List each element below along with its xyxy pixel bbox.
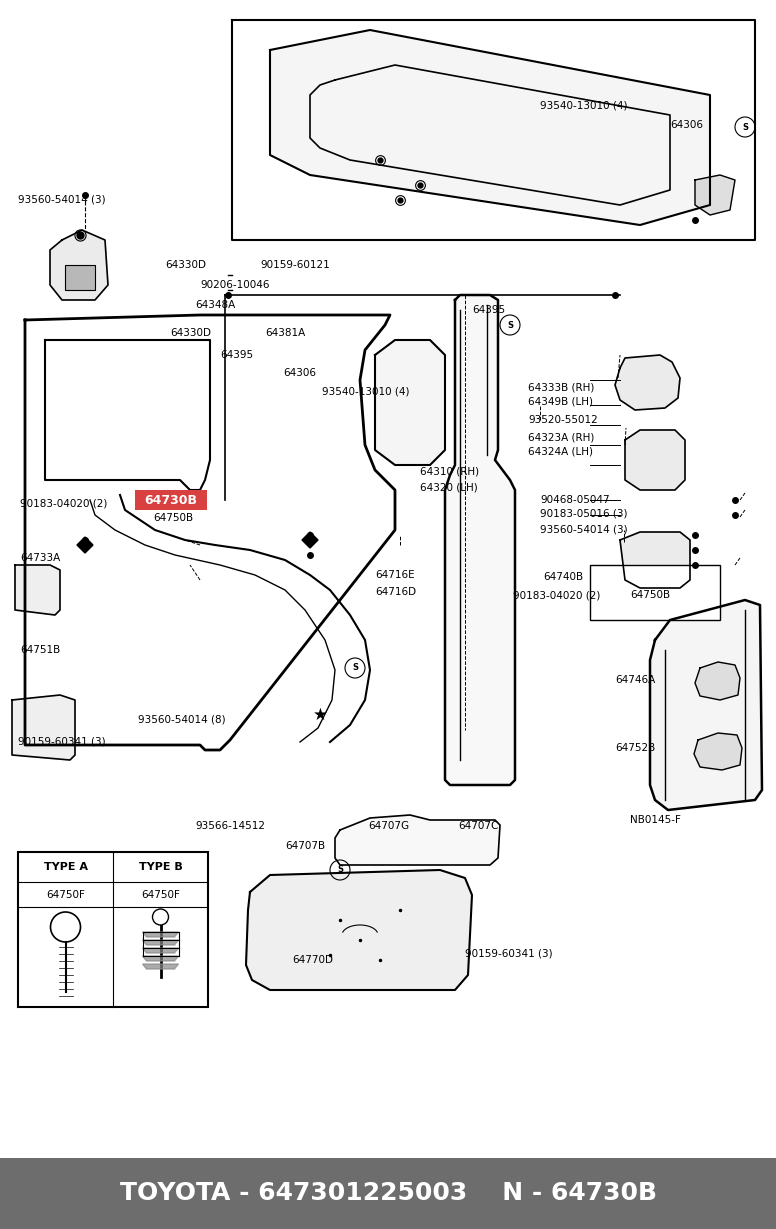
Text: 64330D: 64330D (165, 261, 206, 270)
Text: TYPE A: TYPE A (43, 862, 88, 873)
Text: 64395: 64395 (472, 305, 505, 315)
Bar (135, 490, 207, 510)
Polygon shape (50, 230, 108, 300)
Text: 64752B: 64752B (615, 744, 655, 753)
Polygon shape (246, 870, 472, 991)
Circle shape (153, 909, 168, 925)
Text: 64323A (RH): 64323A (RH) (528, 433, 594, 442)
Text: 64730B: 64730B (144, 494, 198, 506)
Text: 64770D: 64770D (292, 955, 333, 965)
Text: 90468-05047: 90468-05047 (540, 495, 610, 505)
Polygon shape (143, 964, 178, 968)
Text: 64750F: 64750F (141, 890, 180, 900)
Text: 64707B: 64707B (285, 841, 325, 850)
Text: 90159-60341 (3): 90159-60341 (3) (18, 737, 106, 747)
Text: 93560-54014 (3): 93560-54014 (3) (18, 195, 106, 205)
Text: 64746A: 64746A (615, 675, 655, 685)
Text: 64324A (LH): 64324A (LH) (528, 447, 593, 457)
Polygon shape (302, 532, 318, 548)
Polygon shape (270, 29, 710, 225)
Polygon shape (620, 532, 690, 587)
Circle shape (50, 912, 81, 941)
Text: 93560-54014 (8): 93560-54014 (8) (138, 715, 226, 725)
Text: 90183-04020 (2): 90183-04020 (2) (20, 498, 107, 508)
Text: 93540-13010 (4): 93540-13010 (4) (322, 387, 410, 397)
Text: 90183-04020 (2): 90183-04020 (2) (513, 590, 601, 600)
Text: 64750B: 64750B (153, 512, 193, 524)
Bar (590, 565, 720, 619)
Text: 64333B (RH): 64333B (RH) (528, 383, 594, 393)
Polygon shape (143, 956, 178, 961)
Text: 64716D: 64716D (375, 587, 416, 597)
Text: 64751B: 64751B (20, 645, 61, 655)
Bar (65, 265, 95, 290)
Text: 64320 (LH): 64320 (LH) (420, 482, 478, 492)
Text: 90159-60121: 90159-60121 (260, 261, 330, 270)
Polygon shape (143, 948, 178, 952)
Text: TYPE B: TYPE B (139, 862, 182, 873)
Text: 93560-54014 (3): 93560-54014 (3) (540, 525, 628, 535)
Text: 64733A: 64733A (20, 553, 61, 563)
Text: 64740B: 64740B (543, 571, 583, 583)
Polygon shape (695, 175, 735, 215)
Text: S: S (507, 321, 513, 329)
Text: 64306: 64306 (670, 120, 703, 130)
Polygon shape (650, 600, 762, 810)
Text: 64310 (RH): 64310 (RH) (420, 467, 479, 477)
Polygon shape (625, 430, 685, 490)
Polygon shape (375, 340, 445, 465)
Text: S: S (337, 865, 343, 875)
Text: 64707G: 64707G (368, 821, 409, 831)
Text: 90159-60341 (3): 90159-60341 (3) (465, 949, 553, 959)
Text: NB0145-F: NB0145-F (630, 815, 681, 825)
Polygon shape (143, 940, 178, 945)
Text: 64750F: 64750F (46, 890, 85, 900)
Text: 90183-05016 (3): 90183-05016 (3) (540, 509, 628, 519)
Polygon shape (12, 696, 75, 760)
Text: 64306: 64306 (283, 367, 316, 379)
Polygon shape (695, 662, 740, 701)
Text: 93520-55012: 93520-55012 (528, 415, 598, 425)
Text: 93540-13010 (4): 93540-13010 (4) (540, 100, 628, 111)
Polygon shape (335, 815, 500, 865)
Polygon shape (694, 732, 742, 771)
Text: ★: ★ (313, 705, 327, 724)
Text: ★: ★ (102, 850, 117, 869)
Text: S: S (352, 664, 358, 672)
Bar (18, 852, 208, 1007)
Polygon shape (15, 565, 60, 614)
Text: 64707C: 64707C (458, 821, 498, 831)
Text: 64716E: 64716E (375, 570, 414, 580)
Text: 64395: 64395 (220, 350, 253, 360)
Polygon shape (77, 537, 93, 553)
Text: 64349B (LH): 64349B (LH) (528, 397, 593, 407)
Text: S: S (742, 123, 748, 132)
Text: 64330D: 64330D (170, 328, 211, 338)
Text: TOYOTA - 647301225003    N - 64730B: TOYOTA - 647301225003 N - 64730B (120, 1181, 656, 1206)
Polygon shape (445, 295, 515, 785)
Polygon shape (143, 932, 178, 936)
Text: 64381A: 64381A (265, 328, 305, 338)
Text: 64750B: 64750B (630, 590, 670, 600)
Text: 93566-14512: 93566-14512 (195, 821, 265, 831)
Text: 90206-10046: 90206-10046 (200, 280, 269, 290)
Text: 64348A: 64348A (195, 300, 235, 310)
Polygon shape (615, 355, 680, 410)
